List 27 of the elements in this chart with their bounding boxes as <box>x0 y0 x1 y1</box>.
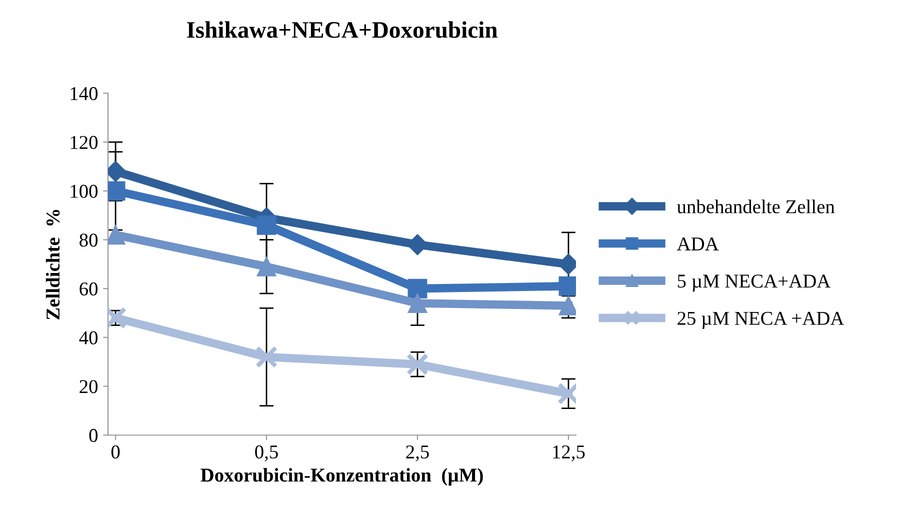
point <box>408 294 428 313</box>
y-tick-label: 60 <box>80 282 98 296</box>
point <box>108 181 126 201</box>
legend-label: unbehandelte Zellen <box>677 200 835 214</box>
x-axis-title: Doxorubicin-Konzentration (µM) <box>200 468 483 486</box>
chart-title: Ishikawa+NECA+Doxorubicin <box>186 21 498 38</box>
point <box>256 256 276 276</box>
point <box>558 276 576 296</box>
y-tick-label: 80 <box>80 234 98 247</box>
legend-label: 25 µM NECA +ADA <box>678 312 844 329</box>
y-tick-label: 100 <box>70 184 98 198</box>
x-tick-label: 12,5 <box>553 445 585 462</box>
y-tick-label: 120 <box>70 136 98 150</box>
point <box>256 215 276 235</box>
point <box>558 296 576 316</box>
y-tick-label: 40 <box>79 331 98 344</box>
x-tick-label: 0 <box>111 445 120 459</box>
legend-label: 5 µM NECA+ADA <box>678 274 831 292</box>
point <box>408 278 428 298</box>
y-tick-label: 0 <box>89 428 98 442</box>
point <box>108 225 126 245</box>
x-tick-label: 2,5 <box>406 445 429 462</box>
legend-label: ADA <box>676 237 719 250</box>
x-tick-label: 0,5 <box>255 445 278 462</box>
y-tick-label: 20 <box>80 380 98 394</box>
y-axis-title: Zelldichte % <box>46 210 60 320</box>
y-tick-label: 140 <box>70 87 98 100</box>
